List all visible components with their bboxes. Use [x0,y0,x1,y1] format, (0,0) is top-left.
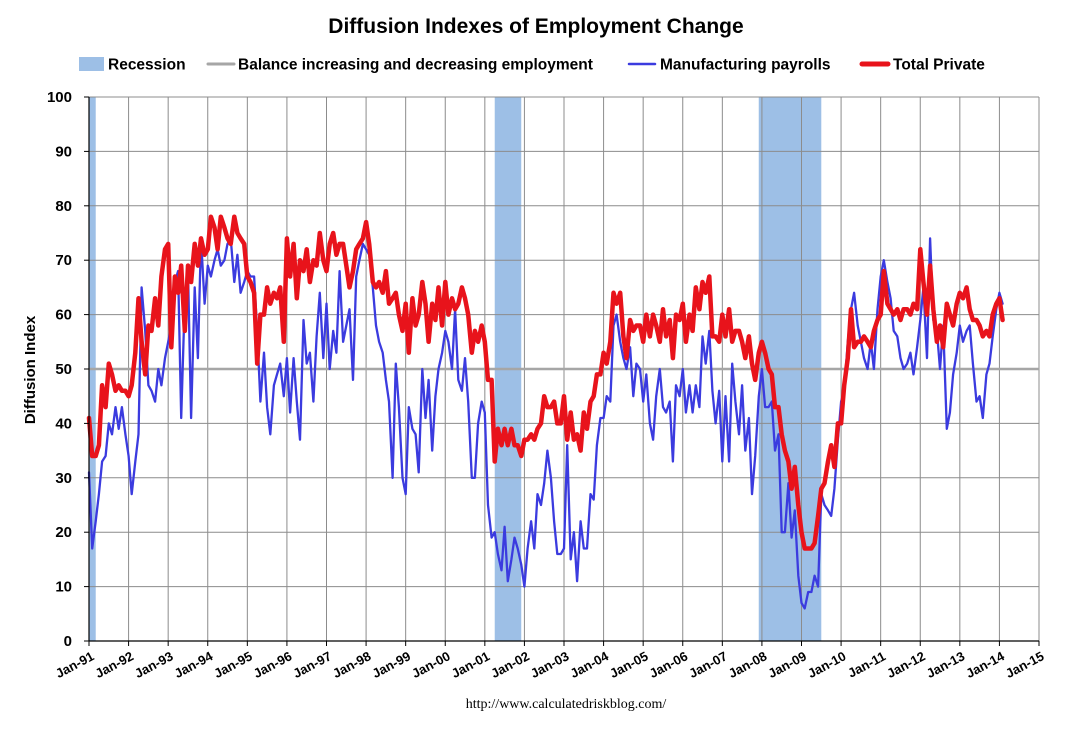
legend: Recession Balance increasing and decreasi… [79,57,985,74]
y-tick-label: 30 [55,470,72,487]
total-private-line [86,214,1005,551]
legend-swatch [79,57,104,71]
y-tick-label: 40 [55,415,72,432]
y-tick-label: 10 [55,579,72,596]
y-axis-label: Diffusion Index [22,315,39,424]
y-tick-label: 20 [55,524,72,541]
axes [84,96,1040,646]
y-tick-label: 50 [55,361,72,378]
legend-manufacturing-payrolls: Manufacturing payrolls [627,57,831,74]
legend-label: Manufacturing payrolls [660,57,831,74]
source-url: http://www.calculatedriskblog.com/ [466,697,667,712]
gridlines [89,96,1040,641]
legend-label: Recession [108,57,186,74]
y-tick-label: 70 [55,252,72,269]
legend-label: Balance increasing and decreasing employ… [238,57,593,74]
legend-balance-increasing-and-decreasing-employment: Balance increasing and decreasing employ… [206,57,593,74]
y-tick-labels: 0 10 20 30 40 50 60 70 80 90 100 [47,89,72,650]
y-tick-label: 80 [55,198,72,215]
chart-title: Diffusion Indexes of Employment Change [328,15,743,38]
series-lines [86,214,1005,610]
legend-recession: Recession [79,57,186,74]
y-tick-label: 60 [55,307,72,324]
y-tick-label: 0 [64,633,72,650]
y-tick-label: 90 [55,143,72,160]
y-tick-label: 100 [47,89,72,106]
legend-total-private: Total Private [859,57,985,74]
legend-label: Total Private [893,57,985,74]
